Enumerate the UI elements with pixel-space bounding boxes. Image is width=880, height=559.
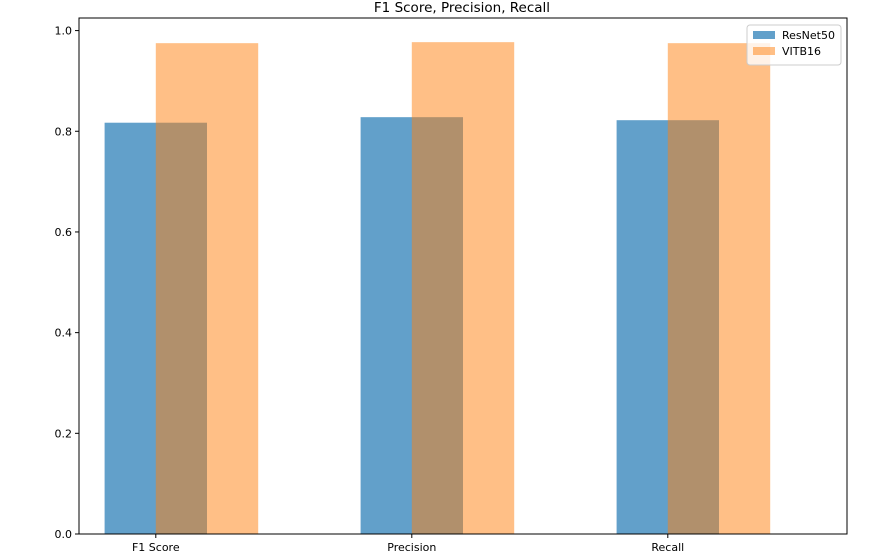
y-axis: 0.0 0.2 0.4 0.6 0.8 1.0 [55,25,79,541]
legend-swatch [753,47,775,55]
x-tick-label: F1 Score [132,541,180,554]
chart-title: F1 Score, Precision, Recall [374,0,550,16]
legend-swatch [753,31,775,39]
x-tick-label: Recall [651,541,684,554]
bar-vitb16-f1-score [155,43,259,535]
x-axis: F1 Score Precision Recall [132,534,684,554]
legend: ResNet50 VITB16 [746,24,842,66]
plot-frame [78,17,848,535]
y-tick-label: 1.0 [55,25,73,38]
y-tick-label: 0.6 [55,226,73,239]
bars-group [104,42,771,535]
legend-label: ResNet50 [782,29,835,42]
bar-vitb16-precision [411,42,515,534]
y-tick-label: 0.8 [55,125,73,138]
y-tick-label: 0.2 [55,427,73,440]
bar-vitb16-recall [667,43,771,535]
y-tick-label: 0.0 [55,528,73,541]
x-tick-label: Precision [387,541,436,554]
y-tick-label: 0.4 [55,327,73,340]
legend-label: VITB16 [782,45,821,58]
